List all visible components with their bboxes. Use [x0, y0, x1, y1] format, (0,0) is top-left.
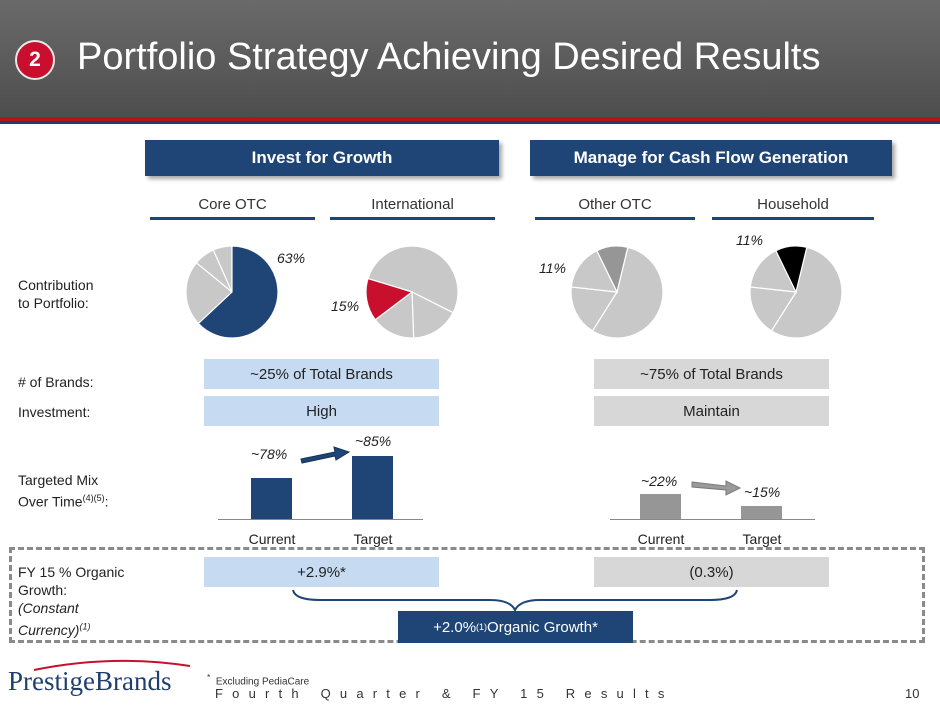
manage-x-target: Target — [742, 531, 782, 547]
pie-label-international: 15% — [331, 298, 360, 314]
manage-current-bar — [640, 494, 681, 519]
pie-other-otc — [570, 245, 664, 339]
invest-brands-pill: ~25% of Total Brands — [204, 359, 439, 389]
pie-core_otc-other-slice-1 — [185, 261, 233, 325]
pie-household — [749, 245, 843, 339]
slide-title: Portfolio Strategy Achieving Desired Res… — [77, 36, 821, 78]
invest-level-pill: High — [204, 396, 439, 426]
invest-growth-pill: +2.9%* — [204, 557, 439, 587]
organic-line4: Currency) — [18, 621, 80, 638]
manage-target-bar — [741, 506, 782, 519]
invest-target-bar — [352, 455, 393, 519]
invest-current-value: ~78% — [251, 446, 288, 462]
manage-x-current: Current — [637, 531, 685, 547]
page-number: 10 — [905, 686, 920, 701]
targeted-mix-line2: Over Time — [18, 493, 83, 510]
column-rule-other-otc — [535, 217, 695, 220]
header-divider-red — [0, 117, 940, 121]
pie-household-other-slice-2 — [749, 286, 798, 332]
column-label-household: Household — [757, 196, 829, 213]
pie-other_otc-other-slice-2 — [570, 286, 619, 332]
manage-level-pill: Maintain — [594, 396, 829, 426]
manage-for-cash-flow-banner: Manage for Cash Flow Generation — [530, 140, 892, 176]
column-label-core-otc: Core OTC — [198, 196, 267, 213]
column-rule-international — [330, 217, 495, 220]
row-label-targeted-mix: Targeted Mix Over Time(4)(5): — [18, 471, 108, 511]
organic-line1: FY 15 % Organic — [18, 564, 125, 580]
footer-presentation-title: Fourth Quarter & FY 15 Results — [215, 686, 674, 701]
pie-household-other-slice-3 — [749, 249, 798, 293]
row-label-organic-growth: FY 15 % Organic Growth: (Constant Curren… — [18, 563, 124, 639]
manage-mix-baseline — [610, 519, 815, 520]
manage-trend-arrow-icon — [691, 480, 742, 496]
pie-label-other-otc: 11% — [539, 260, 566, 276]
invest-x-current: Current — [248, 531, 296, 547]
pie-other_otc-highlight-slice — [596, 245, 629, 294]
total-organic-suffix: Organic Growth* — [487, 618, 598, 636]
targeted-mix-footnote: (4)(5) — [82, 493, 105, 503]
row-label-contribution: Contribution to Portfolio: — [18, 277, 94, 311]
column-rule-core-otc — [150, 217, 315, 220]
organic-line3: (Constant — [18, 600, 79, 616]
row-label-brands: # of Brands: — [18, 374, 94, 390]
logo-swoosh-icon — [33, 659, 191, 671]
column-rule-household — [712, 217, 874, 220]
organic-line2: Growth: — [18, 582, 68, 598]
invest-mix-baseline — [218, 519, 423, 520]
header-divider-blue — [0, 121, 940, 124]
targeted-mix-line1: Targeted Mix — [18, 472, 99, 488]
column-label-international: International — [371, 196, 454, 213]
invest-x-target: Target — [353, 531, 393, 547]
pie-other_otc-other-slice-1 — [591, 246, 664, 339]
invest-target-value: ~85% — [355, 433, 392, 449]
manage-current-value: ~22% — [641, 473, 678, 489]
total-organic-footnote: (1) — [476, 622, 488, 632]
prestige-brands-logo: PrestigeBrands — [8, 666, 172, 696]
pie-other_otc-other-slice-3 — [570, 249, 619, 293]
header-bar — [0, 0, 940, 117]
invest-trend-arrow-icon — [300, 446, 351, 464]
pie-household-other-slice-1 — [770, 246, 843, 339]
invest-current-bar — [251, 478, 292, 519]
pie-international-other-slice-1 — [367, 245, 459, 314]
pie-household-highlight-slice — [775, 245, 808, 294]
manage-brands-pill: ~75% of Total Brands — [594, 359, 829, 389]
pie-core-otc — [185, 245, 279, 339]
pie-international — [365, 245, 459, 339]
targeted-mix-colon: : — [104, 493, 109, 510]
pie-international-highlight-slice — [365, 277, 414, 321]
pie-core_otc-highlight-slice — [197, 245, 279, 339]
footnote-text: Excluding PediaCare — [215, 676, 310, 688]
section-number-badge: 2 — [15, 40, 55, 80]
manage-growth-pill: (0.3%) — [594, 557, 829, 587]
pie-international-other-slice-2 — [411, 291, 454, 339]
pie-label-household: 11% — [736, 232, 763, 248]
organic-footnote: (1) — [79, 621, 91, 631]
footnote: * Excluding PediaCare — [207, 672, 309, 687]
footnote-mark: * — [207, 672, 211, 682]
pie-label-core-otc: 63% — [277, 250, 306, 266]
total-organic-growth-box: +2.0% (1) Organic Growth* — [398, 611, 633, 643]
invest-for-growth-banner: Invest for Growth — [145, 140, 499, 176]
manage-target-value: ~15% — [744, 484, 781, 500]
total-organic-value: +2.0% — [433, 618, 477, 636]
organic-brace-icon — [292, 589, 738, 612]
column-label-other-otc: Other OTC — [578, 196, 652, 213]
row-label-investment: Investment: — [18, 404, 91, 420]
